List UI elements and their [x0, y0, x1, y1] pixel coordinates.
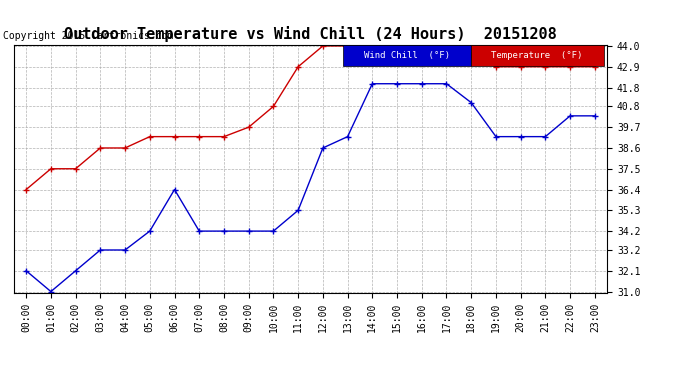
Text: Temperature  (°F): Temperature (°F) [491, 51, 583, 60]
Text: Wind Chill  (°F): Wind Chill (°F) [364, 51, 450, 60]
Text: Copyright 2015 Cartronics.com: Copyright 2015 Cartronics.com [3, 32, 174, 41]
Title: Outdoor Temperature vs Wind Chill (24 Hours)  20151208: Outdoor Temperature vs Wind Chill (24 Ho… [64, 27, 557, 42]
FancyBboxPatch shape [343, 45, 471, 66]
FancyBboxPatch shape [471, 45, 604, 66]
